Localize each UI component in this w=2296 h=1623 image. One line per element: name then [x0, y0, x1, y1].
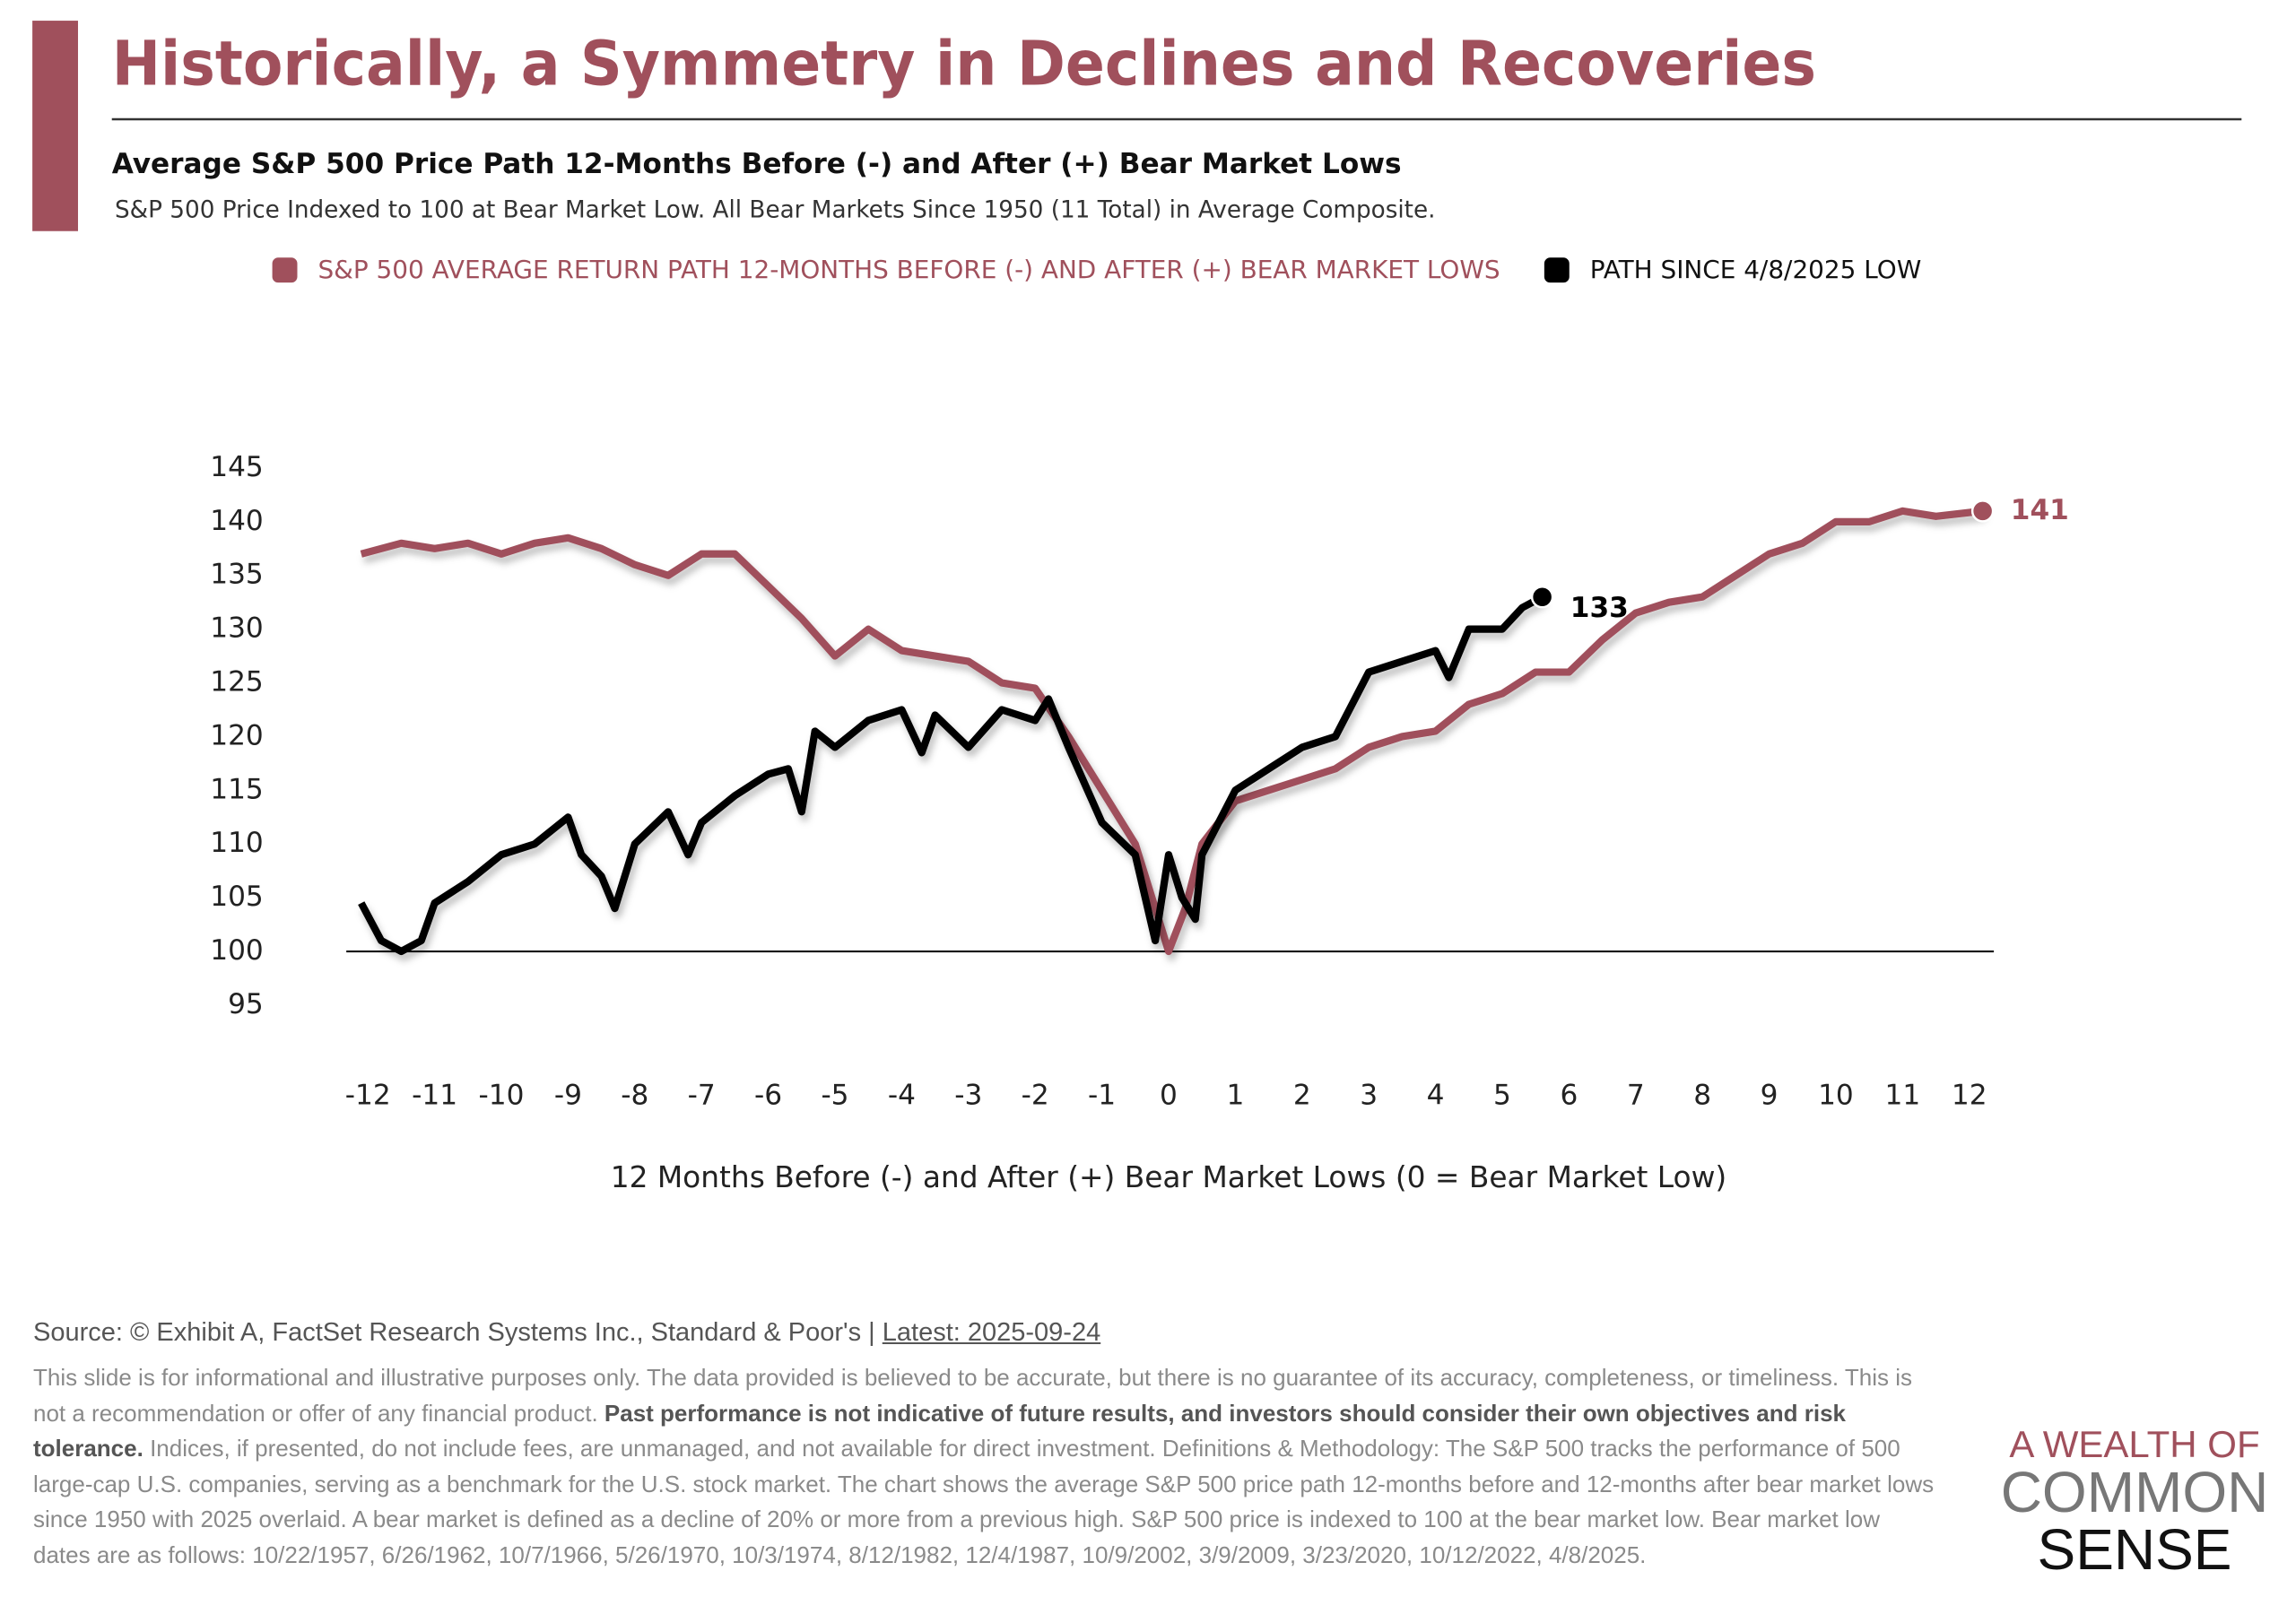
x-tick-label: -8	[621, 1080, 648, 1112]
y-tick-label: 130	[210, 612, 263, 645]
y-tick-label: 120	[210, 719, 263, 751]
logo-line: COMMON	[2000, 1460, 2269, 1524]
x-tick-label: 10	[1818, 1080, 1854, 1112]
logo-line: SENSE	[2037, 1517, 2232, 1582]
x-tick-label: 12	[1952, 1080, 1987, 1112]
latest-date: Latest: 2025-09-24	[882, 1318, 1101, 1347]
series-line	[358, 594, 1544, 956]
source: Source: © Exhibit A, FactSet Research Sy…	[33, 1318, 875, 1347]
x-tick-label: -12	[345, 1080, 391, 1112]
chart-title: Historically, a Symmetry in Declines and…	[112, 29, 1816, 100]
x-tick-label: -11	[412, 1080, 457, 1112]
end-marker	[1970, 499, 1995, 523]
chart-subtitle: Average S&P 500 Price Path 12-Months Bef…	[112, 148, 1402, 180]
footer: Source: © Exhibit A, FactSet Research Sy…	[33, 1318, 1935, 1573]
disclaimer-text: Indices, if presented, do not include fe…	[33, 1435, 1935, 1568]
x-tick-label: -2	[1022, 1080, 1049, 1112]
x-tick-label: 3	[1360, 1080, 1378, 1112]
accent-bar	[32, 21, 78, 231]
x-tick-label: -3	[954, 1080, 982, 1112]
y-tick-label: 100	[210, 934, 263, 967]
end-label: 133	[1570, 592, 1629, 624]
y-tick-label: 140	[210, 505, 263, 537]
x-tick-label: 11	[1885, 1080, 1921, 1112]
x-tick-label: -7	[688, 1080, 716, 1112]
legend-swatch	[1544, 257, 1570, 283]
end-label: 141	[2011, 494, 2069, 526]
x-tick-label: 8	[1693, 1080, 1711, 1112]
x-tick-label: 1	[1226, 1080, 1244, 1112]
x-tick-label: 6	[1560, 1080, 1578, 1112]
end-marker	[1530, 585, 1554, 609]
disclaimer-text: This slide is for informational and illu…	[33, 1364, 1913, 1427]
disclaimer: This slide is for informational and illu…	[33, 1360, 1935, 1573]
x-tick-label: -10	[479, 1080, 525, 1112]
y-tick-label: 125	[210, 666, 263, 699]
disclaimer-bold: Past performance is not indicative of fu…	[33, 1399, 1847, 1462]
legend-swatch	[272, 257, 298, 283]
y-tick-label: 135	[210, 559, 263, 591]
series-line	[360, 507, 1984, 956]
x-axis-label: 12 Months Before (-) and After (+) Bear …	[611, 1160, 1727, 1194]
y-tick-label: 115	[210, 773, 263, 805]
x-tick-label: -6	[754, 1080, 782, 1112]
y-tick-label: 145	[210, 451, 263, 483]
x-tick-label: 4	[1427, 1080, 1445, 1112]
x-tick-label: -4	[888, 1080, 916, 1112]
x-tick-label: -9	[554, 1080, 582, 1112]
x-tick-label: -5	[821, 1080, 848, 1112]
x-tick-label: -1	[1088, 1080, 1116, 1112]
chart: Historically, a Symmetry in Declines and…	[32, 21, 2242, 1194]
legend-item: S&P 500 AVERAGE RETURN PATH 12-MONTHS BE…	[272, 255, 1500, 284]
logo: A WEALTH OF COMMON SENSE	[1996, 1423, 2274, 1582]
legend-label: S&P 500 AVERAGE RETURN PATH 12-MONTHS BE…	[317, 255, 1500, 284]
source-line: Source: © Exhibit A, FactSet Research Sy…	[33, 1318, 1935, 1348]
y-tick-label: 105	[210, 881, 263, 913]
legend-item: PATH SINCE 4/8/2025 LOW	[1544, 255, 1921, 284]
x-tick-label: 0	[1160, 1080, 1178, 1112]
y-tick-label: 95	[228, 988, 264, 1020]
y-tick-label: 110	[210, 827, 263, 859]
legend-label: PATH SINCE 4/8/2025 LOW	[1590, 255, 1922, 284]
x-tick-label: 5	[1493, 1080, 1511, 1112]
x-tick-label: 2	[1293, 1080, 1311, 1112]
x-tick-label: 7	[1627, 1080, 1645, 1112]
x-tick-label: 9	[1761, 1080, 1779, 1112]
logo-line: A WEALTH OF	[2009, 1423, 2260, 1465]
chart-note: S&P 500 Price Indexed to 100 at Bear Mar…	[115, 196, 1435, 223]
